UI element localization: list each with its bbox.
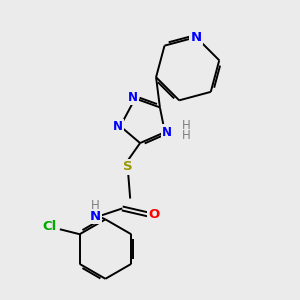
Text: N: N (113, 120, 123, 133)
Text: H: H (182, 129, 191, 142)
Text: Cl: Cl (43, 220, 57, 233)
Text: N: N (162, 126, 172, 139)
Text: N: N (128, 91, 138, 104)
Text: N: N (190, 31, 202, 44)
Text: H: H (182, 119, 191, 132)
Text: O: O (148, 208, 160, 221)
Text: S: S (123, 160, 133, 173)
Text: H: H (91, 199, 100, 212)
Text: N: N (90, 210, 101, 223)
